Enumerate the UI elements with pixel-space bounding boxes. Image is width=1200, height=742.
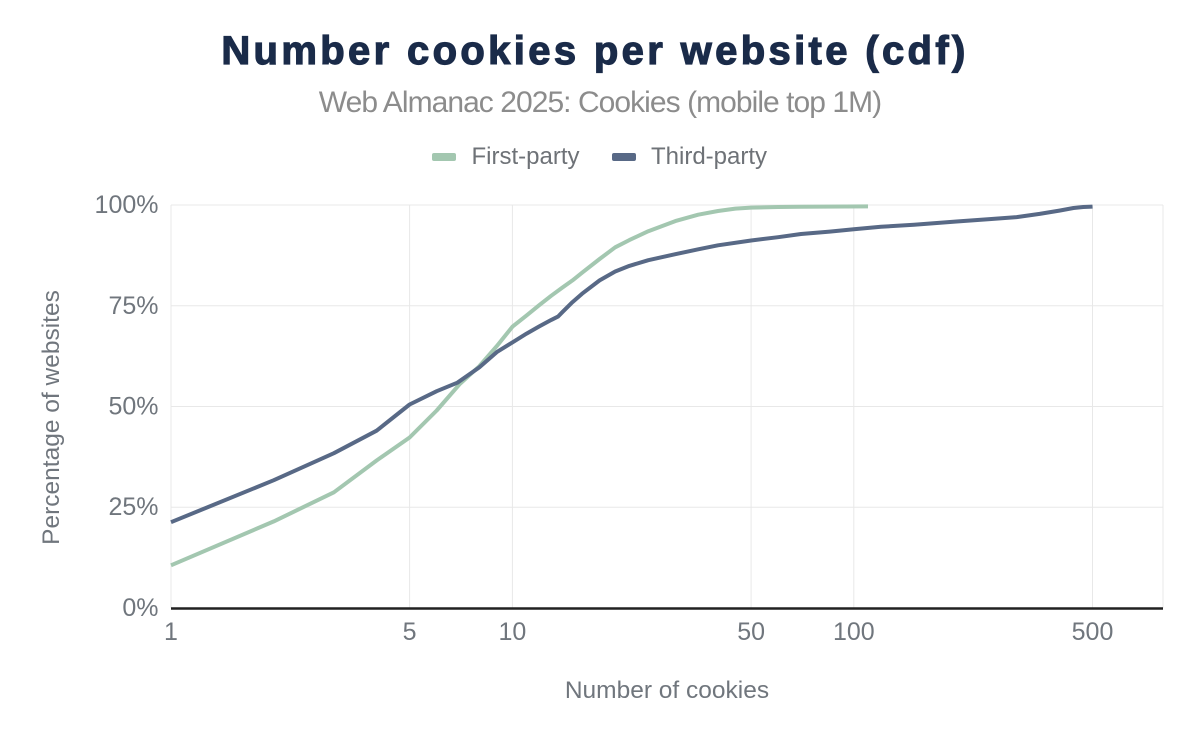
svg-text:5: 5 [403, 618, 417, 646]
svg-text:100%: 100% [95, 191, 159, 219]
svg-text:Web Almanac 2025: Cookies (mob: Web Almanac 2025: Cookies (mobile top 1M… [319, 86, 881, 119]
svg-text:100: 100 [833, 618, 875, 646]
svg-text:Number cookies per website (cd: Number cookies per website (cdf) [221, 29, 968, 73]
svg-text:0%: 0% [122, 594, 158, 622]
svg-text:500: 500 [1072, 618, 1114, 646]
svg-text:Number of cookies: Number of cookies [565, 677, 769, 704]
svg-text:75%: 75% [108, 292, 158, 320]
svg-text:First-party: First-party [472, 143, 580, 170]
svg-text:10: 10 [498, 618, 526, 646]
svg-text:50: 50 [737, 618, 765, 646]
svg-text:25%: 25% [108, 493, 158, 521]
svg-text:Third-party: Third-party [651, 143, 767, 170]
svg-text:1: 1 [164, 618, 178, 646]
svg-text:50%: 50% [108, 393, 158, 421]
svg-text:Percentage of websites: Percentage of websites [38, 290, 65, 545]
